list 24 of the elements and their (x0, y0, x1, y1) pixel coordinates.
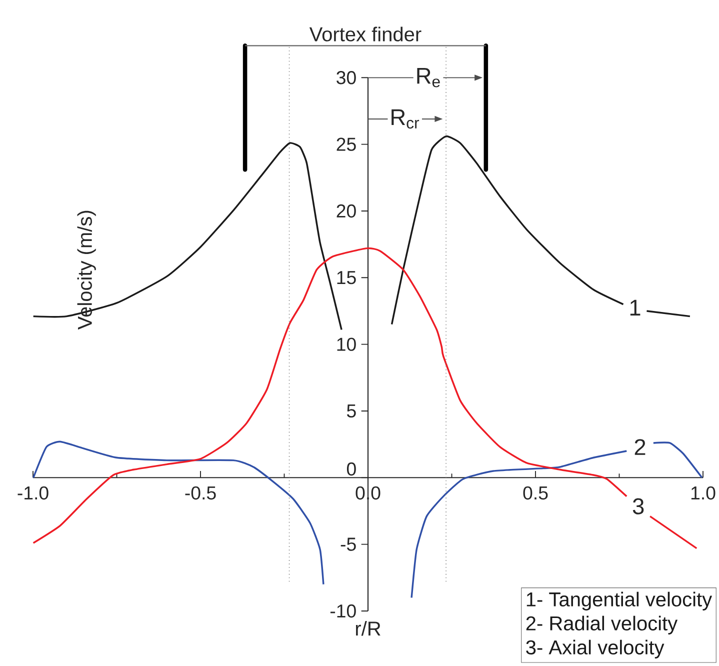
series-label: 3 (632, 498, 644, 514)
text: 2- Radial velocity (526, 616, 678, 634)
y-tick-label: 10 (337, 338, 356, 351)
text: 3- Axial velocity (526, 640, 664, 658)
annotation: R$_{cr}$ (392, 109, 420, 129)
y-tick-label: 20 (336, 204, 356, 218)
x-axis-title: r/R (356, 621, 380, 636)
y-tick-label: 15 (337, 271, 356, 284)
y-tick-label: 0 (346, 462, 356, 476)
x-tick-label: 0.5 (523, 486, 548, 500)
y-tick-label: 25 (336, 138, 356, 151)
x-tick-label: -1.0 (18, 486, 48, 500)
annotation: R$_{e}$ (417, 68, 440, 88)
y-tick-label: -5 (340, 538, 356, 551)
series-label: 2 (634, 439, 646, 455)
annotation: 1- Tangential velocity (526, 592, 712, 610)
y-tick-label: -10 (330, 604, 356, 618)
series-label: 1 (630, 300, 640, 316)
text: Vortex finder (309, 26, 422, 42)
y-tick-label: 5 (346, 404, 356, 418)
y-axis-title: Velocity (m/s) (77, 210, 96, 330)
x-tick-label: 1.0 (691, 486, 716, 500)
x-tick-label: -0.5 (185, 486, 216, 500)
y-tick-label: 30 (336, 71, 356, 84)
